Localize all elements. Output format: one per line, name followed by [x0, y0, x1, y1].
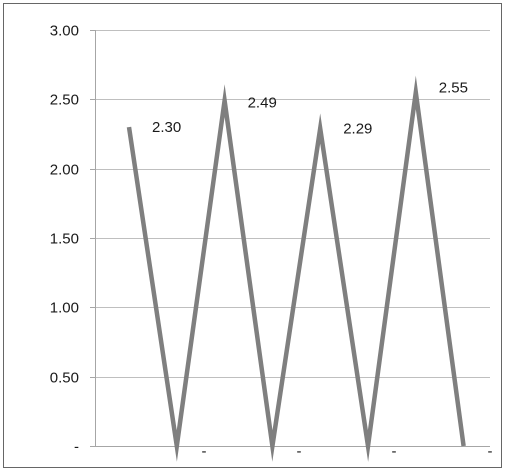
- y-tick-label: -: [74, 439, 79, 456]
- y-tick-label: 2.00: [50, 162, 79, 179]
- axes: [90, 30, 490, 447]
- data-label: 2.55: [439, 79, 468, 96]
- x-tick-label: -: [202, 443, 207, 460]
- data-point: [270, 444, 274, 448]
- data-point: [366, 444, 370, 448]
- data-point: [175, 444, 179, 448]
- x-tick-label: -: [297, 443, 302, 460]
- gridlines: [95, 30, 490, 378]
- y-tick-label: 0.50: [50, 370, 79, 387]
- x-tick-label: -: [488, 443, 493, 460]
- data-label: 2.30: [152, 119, 181, 136]
- data-point: [414, 90, 418, 94]
- y-tick-label: 3.00: [50, 23, 79, 40]
- data-label: 2.29: [343, 121, 372, 138]
- data-point: [127, 125, 131, 129]
- series-line: [126, 75, 466, 462]
- data-point: [462, 444, 466, 448]
- label-layer: - 0.50 1.00 1.50 2.00 2.50 3.00 - - - - 2.30 2.49 2.2…: [50, 23, 493, 461]
- y-tick-label: 2.50: [50, 92, 79, 109]
- series-layer: [126, 75, 466, 462]
- x-tick-label: -: [392, 443, 397, 460]
- data-label: 2.49: [248, 95, 277, 112]
- data-point: [318, 127, 322, 131]
- y-tick-label: 1.00: [50, 300, 79, 317]
- y-tick-label: 1.50: [50, 231, 79, 248]
- data-point: [223, 99, 227, 103]
- chart-border: [3, 3, 502, 468]
